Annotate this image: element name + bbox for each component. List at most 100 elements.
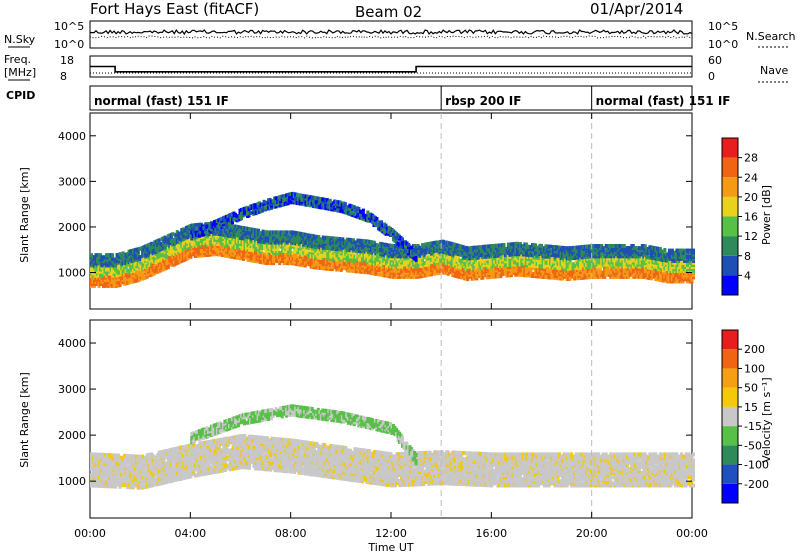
power-cell — [434, 261, 438, 266]
power-cell — [514, 244, 518, 248]
power-cell — [321, 256, 325, 260]
power-cell — [556, 247, 560, 252]
nsearch-trace — [89, 35, 693, 39]
power-cell — [502, 243, 506, 247]
power-cell — [481, 275, 485, 280]
power-cell — [326, 246, 330, 251]
power-cell — [275, 234, 279, 239]
power-cell — [374, 271, 378, 276]
power-cell — [549, 269, 552, 274]
power-cell — [315, 251, 319, 256]
power-cell — [434, 253, 438, 257]
power-cell — [163, 258, 167, 263]
power-cell — [380, 242, 384, 247]
power-cell — [670, 248, 674, 253]
power-cell — [496, 274, 500, 279]
power-cell — [111, 253, 115, 258]
power-cell — [412, 246, 416, 251]
power-cell — [163, 235, 167, 240]
power-cell — [117, 258, 121, 263]
nave-tick-top: 60 — [708, 54, 722, 67]
nsky-panel-frame — [89, 20, 693, 49]
power-cell — [442, 239, 446, 244]
power-cell — [556, 265, 560, 270]
power-cell — [193, 251, 197, 256]
power-cell — [475, 276, 479, 281]
power-cell — [549, 244, 552, 249]
power-cell — [97, 269, 101, 274]
power-cell — [518, 268, 522, 273]
power-cell — [255, 245, 259, 249]
power-cell — [529, 271, 533, 276]
cpid-panel-frame — [89, 85, 693, 111]
power-cell — [345, 241, 349, 246]
power-cell — [133, 248, 137, 253]
power-cell — [579, 265, 583, 270]
power-cell — [219, 228, 223, 233]
power-cell — [257, 228, 261, 233]
power-cell — [586, 263, 590, 267]
power-cell — [317, 235, 321, 240]
power-cell — [363, 249, 367, 254]
power-cell — [404, 266, 408, 271]
power-cell — [415, 260, 419, 265]
power-cell — [332, 236, 336, 241]
nsky-trace — [89, 29, 693, 36]
power-cell — [494, 262, 498, 267]
power-cell — [576, 276, 580, 281]
power-cell — [315, 253, 319, 258]
power-cell — [270, 238, 274, 243]
freq-trace — [90, 65, 692, 73]
power-cell — [400, 252, 403, 257]
power-cell — [133, 250, 137, 255]
power-cell — [534, 243, 537, 248]
power-cell — [201, 253, 205, 258]
power-cell — [434, 240, 438, 245]
power-cell — [133, 270, 137, 275]
power-cell — [105, 253, 108, 258]
power-cell — [546, 267, 549, 271]
power-cell — [544, 258, 548, 263]
power-cell — [494, 245, 498, 250]
power-cell — [326, 248, 330, 253]
power-cell — [434, 244, 438, 249]
power-cell — [464, 245, 468, 250]
power-cell — [586, 258, 590, 263]
power-cell — [434, 269, 438, 274]
nsearch-label: N.Search — [746, 30, 796, 43]
power-cell — [439, 248, 443, 253]
power-cell — [345, 258, 349, 263]
power-cell — [556, 268, 560, 272]
power-cell — [266, 230, 270, 235]
power-cell — [124, 264, 128, 269]
power-cell — [157, 254, 161, 259]
power-cell — [117, 254, 121, 259]
power-cell — [550, 257, 554, 262]
power-cell — [318, 237, 322, 242]
power-cell — [99, 281, 102, 286]
power-cell — [163, 250, 167, 254]
power-cell — [434, 265, 438, 270]
power-cell — [391, 244, 394, 248]
power-cell — [482, 263, 486, 268]
power-cell — [594, 256, 598, 261]
power-cell — [424, 250, 428, 255]
power-cell — [234, 235, 238, 239]
power-cell — [692, 248, 695, 253]
power-cell — [345, 245, 349, 250]
power-cell — [225, 251, 229, 256]
power-cell — [312, 261, 316, 265]
power-cell — [255, 255, 259, 260]
power-cell — [297, 244, 301, 248]
power-cell — [594, 250, 598, 255]
nave-label: Nave — [760, 64, 788, 77]
power-cell — [100, 265, 104, 270]
power-cell — [105, 273, 108, 278]
power-cell — [404, 268, 408, 273]
power-cell — [374, 243, 378, 248]
power-cell — [464, 264, 468, 269]
power-cell — [345, 262, 349, 267]
power-cell — [103, 281, 107, 286]
power-cell — [315, 241, 319, 246]
power-cell — [341, 245, 345, 250]
